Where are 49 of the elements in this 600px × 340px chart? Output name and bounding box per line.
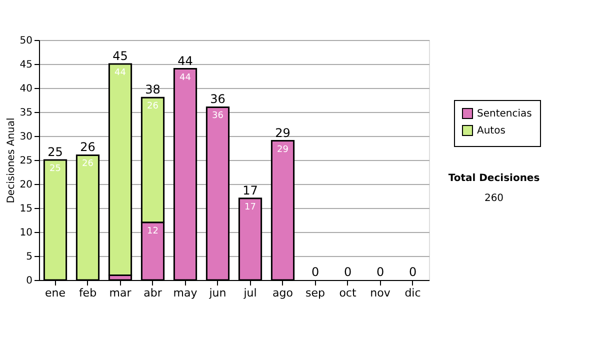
text: Total Decisiones — [448, 173, 540, 184]
text: 260 — [484, 193, 504, 204]
x-tick-label: mar — [109, 286, 132, 300]
x-tick-label: feb — [78, 286, 97, 300]
data-label: 25 — [50, 164, 61, 174]
data-label: 12 — [147, 226, 158, 236]
data-label: 44 — [180, 72, 192, 83]
total-label: 0 — [376, 265, 384, 279]
x-tick-label: oct — [339, 286, 357, 300]
y-axis-title: Decisiones Anual — [6, 118, 17, 204]
data-label: 36 — [212, 111, 224, 122]
x-tick-label: dic — [404, 286, 421, 300]
x-tick-label: ene — [44, 286, 66, 300]
y-tick-label: 45 — [20, 60, 32, 70]
total-label: 0 — [344, 265, 352, 279]
total-label: 38 — [145, 82, 160, 97]
data-label: 17 — [244, 202, 256, 212]
total-label: 25 — [48, 145, 63, 159]
y-tick-label: 15 — [20, 204, 32, 214]
legend-label: Sentencias — [477, 108, 532, 120]
total-label: 36 — [210, 92, 226, 106]
data-label: 26 — [82, 159, 94, 170]
y-tick-label: 10 — [20, 228, 32, 238]
data-label: 26 — [147, 102, 159, 112]
y-tick-label: 5 — [26, 252, 32, 262]
x-tick-label: sep — [306, 286, 326, 300]
total-label: 17 — [242, 183, 258, 198]
data-label: 44 — [114, 68, 126, 78]
y-tick-label: 30 — [20, 132, 32, 142]
legend-label: Autos — [477, 126, 506, 136]
total-label: 45 — [112, 49, 128, 63]
total-label: 44 — [178, 54, 193, 68]
y-tick-label: 25 — [20, 156, 32, 166]
y-tick-label: 0 — [26, 276, 32, 286]
total-label: 0 — [408, 265, 417, 279]
data-label: 29 — [277, 144, 289, 155]
x-tick-label: ago — [272, 286, 294, 300]
x-tick-label: abr — [144, 286, 162, 300]
y-tick-label: 40 — [20, 84, 32, 94]
x-tick-label: jun — [208, 286, 226, 300]
x-tick-label: nov — [370, 286, 391, 300]
y-tick-label: 50 — [20, 36, 32, 46]
total-label: 26 — [80, 140, 96, 154]
total-label: 29 — [275, 126, 290, 140]
y-tick-label: 35 — [20, 108, 32, 118]
total-label: 0 — [311, 265, 320, 279]
x-tick-label: jul — [242, 286, 257, 300]
y-tick-label: 20 — [20, 180, 32, 190]
x-tick-label: may — [173, 286, 198, 300]
